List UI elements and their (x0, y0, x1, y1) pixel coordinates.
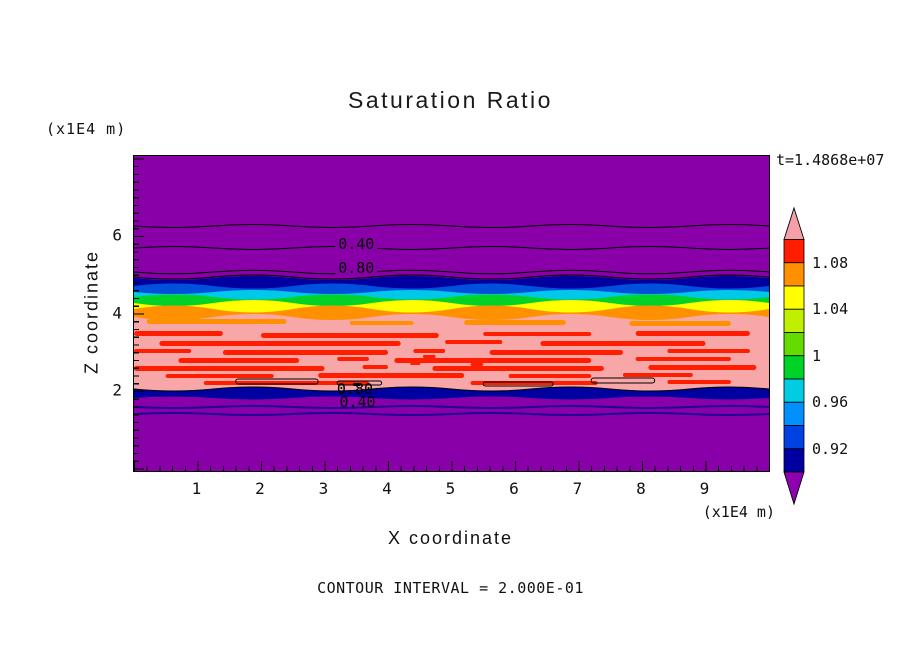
contour-line (134, 405, 769, 409)
saturation-streak (629, 321, 731, 326)
colorbar-segment (783, 378, 805, 403)
saturation-streak (483, 332, 592, 336)
colorbar-segment (783, 425, 805, 450)
colorbar-svg (783, 207, 805, 505)
saturation-streak (451, 360, 462, 363)
saturation-streak (222, 350, 388, 355)
colorbar-segment (783, 308, 805, 333)
contour-label-bg (335, 236, 378, 252)
saturation-streak (362, 365, 388, 369)
colorbar-segment (783, 239, 805, 264)
contour-blob (482, 381, 554, 387)
x-axis-unit-label: (x1E4 m) (702, 503, 775, 521)
contour-line (134, 386, 769, 392)
contour-label: 0.40 (339, 393, 375, 411)
x-tick-label: 7 (572, 479, 583, 498)
colorbar-segment (783, 355, 805, 380)
contour-line (134, 269, 769, 275)
saturation-streak (394, 358, 592, 363)
saturation-streak (470, 363, 484, 366)
y-tick-label: 2 (112, 380, 122, 400)
x-tick-label: 5 (445, 479, 456, 498)
saturation-streak (159, 341, 401, 346)
saturation-streak (349, 321, 414, 325)
saturation-streak (134, 349, 192, 353)
colorbar-tick-label: 1.08 (812, 253, 849, 272)
colorbar-segment (783, 285, 805, 310)
x-tick-label: 9 (699, 479, 710, 498)
saturation-streak (622, 373, 693, 377)
saturation-streak (635, 357, 731, 361)
saturation-streak (432, 366, 604, 371)
saturation-streak (508, 374, 592, 378)
x-tick-label: 1 (191, 479, 202, 498)
saturation-streak (648, 365, 757, 370)
saturation-streak (134, 331, 223, 336)
y-tick-label: 4 (112, 303, 122, 323)
colorbar-segment (783, 401, 805, 426)
saturation-streak (464, 320, 566, 325)
saturation-streak (413, 349, 446, 353)
contour-interval-note: CONTOUR INTERVAL = 2.000E-01 (317, 579, 584, 597)
saturation-streak (261, 333, 439, 338)
colorbar-tick-label: 0.96 (812, 393, 849, 412)
contour-label: 0.80 (337, 380, 373, 398)
contour-blob (590, 377, 656, 384)
colorbar-top-arrow (783, 207, 805, 240)
saturation-streak (410, 362, 421, 365)
contour-line (134, 246, 769, 250)
saturation-streak (540, 341, 706, 346)
contour-label-bg (335, 260, 378, 276)
y-tick-label: 6 (112, 225, 122, 245)
contour-line (134, 224, 769, 228)
x-tick-label: 4 (382, 479, 392, 498)
x-axis-title: X coordinate (387, 528, 514, 548)
colorbar (783, 207, 805, 505)
contour-label: 0.80 (338, 259, 374, 277)
saturation-streak (165, 374, 274, 378)
colorbar-segment (783, 332, 805, 357)
colorbar-segment (783, 262, 805, 287)
y-axis-unit-label: (x1E4 m) (46, 120, 127, 138)
x-tick-label: 8 (636, 479, 646, 498)
saturation-streak (134, 366, 325, 371)
saturation-streak (337, 357, 369, 361)
x-tick-label: 2 (255, 479, 265, 498)
colorbar-tick-labels: 1.08 1.04 1 0.96 0.92 (812, 207, 872, 505)
y-tick-labels: 6 4 2 (96, 155, 124, 470)
chart-title: Saturation Ratio (348, 87, 553, 113)
x-tick-labels: 1 2 3 4 5 6 7 8 9 (133, 479, 768, 499)
saturation-streak (178, 358, 300, 363)
colorbar-tick-label: 1 (812, 346, 822, 365)
saturation-streak (318, 373, 465, 378)
contour-band (134, 387, 769, 400)
colorbar-tick-label: 0.92 (812, 439, 849, 458)
saturation-streak (667, 380, 731, 384)
contour-plot-svg: 0.400.800.800.40 (134, 224, 769, 471)
contour-label: 0.40 (338, 235, 374, 253)
contour-blob (235, 378, 319, 385)
contour-blob (336, 380, 383, 386)
saturation-streak (146, 319, 287, 324)
saturation-streak (422, 355, 436, 358)
saturation-streak (445, 340, 503, 344)
saturation-streak (667, 349, 750, 353)
x-tick-label: 3 (318, 479, 329, 498)
plot-area: 0.40 0.80 0.80 0.40 (133, 155, 770, 472)
saturation-streak (635, 331, 750, 336)
saturation-streak (489, 350, 623, 355)
colorbar-bottom-arrow (783, 471, 805, 505)
colorbar-segment (783, 448, 805, 473)
time-annotation: t=1.4868e+07 (776, 151, 885, 169)
x-tick-label: 6 (509, 479, 519, 498)
contour-line (134, 274, 769, 280)
contour-line (134, 412, 769, 416)
contour-band (134, 396, 769, 471)
colorbar-tick-label: 1.04 (812, 300, 849, 319)
